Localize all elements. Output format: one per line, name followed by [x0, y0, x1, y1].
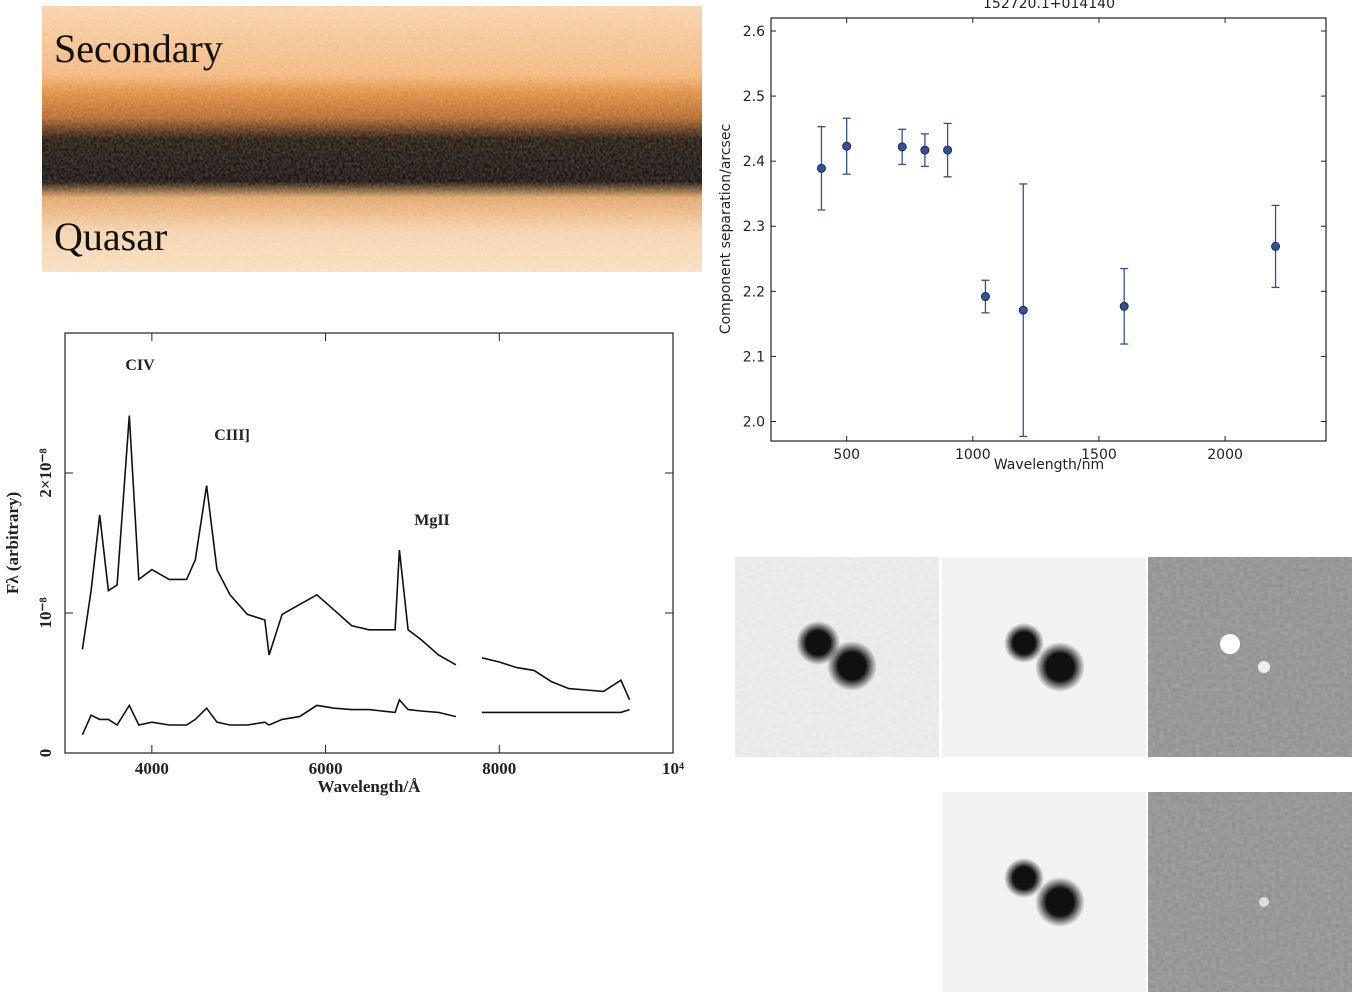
image-label: Secondary — [54, 26, 223, 71]
source — [1035, 642, 1085, 692]
spectrum-line — [81, 415, 631, 701]
point — [842, 141, 852, 151]
y-tick-label: 2.4 — [743, 154, 765, 170]
plot-frame — [64, 332, 674, 754]
source — [1004, 858, 1044, 898]
y-tick-label: 2.5 — [743, 89, 765, 105]
x-axis-label: Wavelength/Å — [318, 777, 422, 796]
x-tick-label: 10⁴ — [662, 759, 684, 778]
y-tick-label: 10⁻⁸ — [36, 597, 55, 628]
y-tick-label: 2.1 — [743, 349, 765, 365]
spectrum-image: Secondary Quasar — [42, 6, 702, 272]
residual — [1258, 661, 1270, 673]
y-tick-label: 2.3 — [743, 219, 765, 235]
x-tick-label: 1000 — [955, 447, 991, 463]
plot-frame — [770, 17, 1327, 442]
point — [1119, 301, 1129, 311]
image-label: Quasar — [54, 214, 167, 259]
point — [897, 142, 907, 152]
y-tick-label: 0 — [36, 749, 55, 758]
y-axis-label: Component separation/arcsec — [718, 124, 734, 334]
point — [920, 145, 930, 155]
x-tick-label: 500 — [833, 447, 860, 463]
residual — [1259, 897, 1269, 907]
source — [1004, 623, 1044, 663]
x-axis-label: Wavelength/nm — [994, 457, 1104, 473]
y-tick-label: 2.2 — [743, 284, 765, 300]
panel-noise — [1148, 557, 1352, 757]
y-tick-label: 2.0 — [743, 414, 765, 430]
x-tick-label: 1500 — [1081, 447, 1117, 463]
panel-noise — [1148, 792, 1352, 992]
point — [1018, 305, 1028, 315]
source — [827, 641, 877, 691]
annotation: MgII — [414, 512, 450, 529]
annotation: CIV — [125, 357, 155, 374]
residual — [1220, 634, 1240, 654]
point — [816, 163, 826, 173]
point — [980, 292, 990, 302]
chart-title: 152720.1+014140 — [983, 0, 1115, 12]
x-tick-label: 6000 — [309, 759, 343, 778]
image-noise — [42, 6, 702, 272]
annotation: CIII] — [214, 427, 250, 444]
y-tick-label: 2×10⁻⁸ — [36, 448, 55, 497]
source — [1035, 877, 1085, 927]
point — [1271, 241, 1281, 251]
y-axis-label: Fλ (arbitrary) — [3, 492, 22, 594]
y-tick-label: 2.6 — [743, 24, 765, 40]
x-tick-label: 2000 — [1207, 447, 1243, 463]
spectrum-line — [81, 698, 630, 736]
x-tick-label: 4000 — [135, 759, 169, 778]
psf-panels — [735, 557, 1352, 992]
source — [796, 621, 840, 665]
x-tick-label: 8000 — [482, 759, 516, 778]
point — [943, 145, 953, 155]
